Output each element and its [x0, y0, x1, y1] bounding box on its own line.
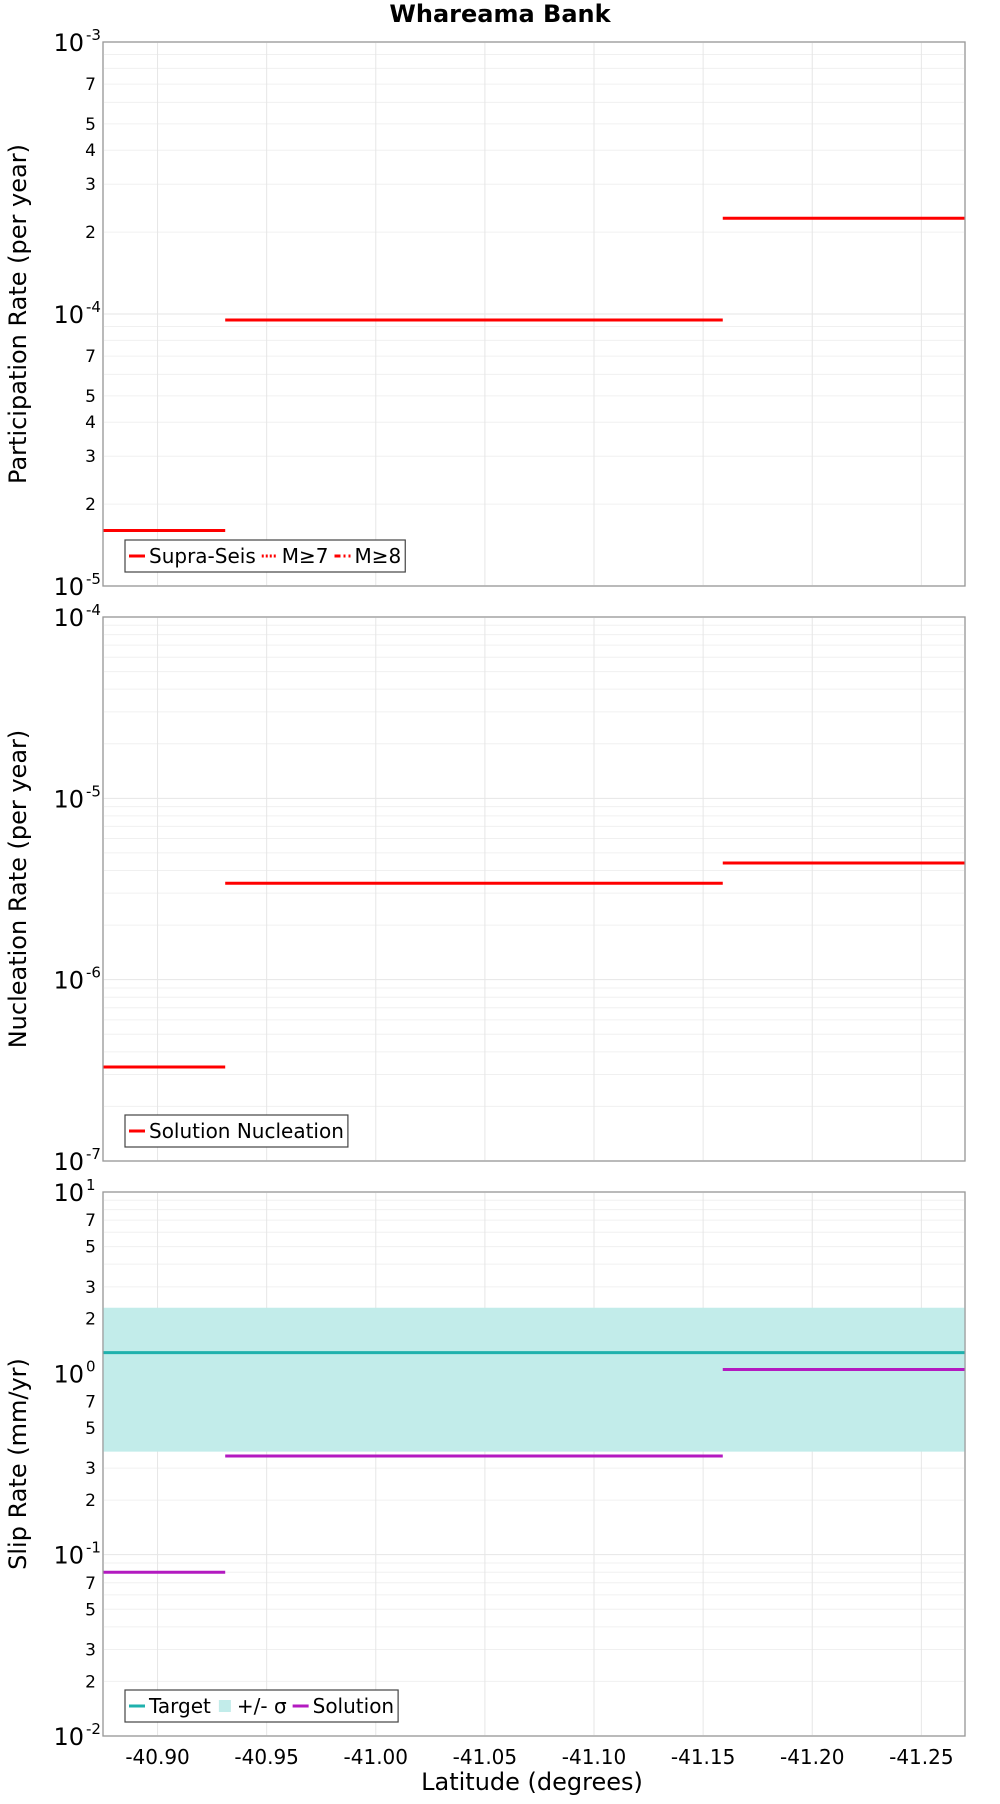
- legend-box: [124, 1114, 349, 1148]
- x-tick-label: -40.90: [125, 1745, 189, 1769]
- x-tick-label: -41.10: [562, 1745, 626, 1769]
- y-minor-tick-label: 2: [85, 495, 96, 515]
- y-tick-label: 10: [53, 573, 84, 601]
- y-minor-tick-label: 7: [85, 75, 96, 95]
- y-minor-tick-label: 4: [85, 413, 96, 433]
- legend-label: M≥7: [282, 544, 329, 568]
- legend: Solution Nucleation: [124, 1114, 349, 1148]
- y-tick-exponent: 1: [86, 1176, 96, 1194]
- y-minor-tick-label: 2: [85, 1491, 96, 1511]
- y-tick-label: 10: [53, 301, 84, 329]
- legend-box: [124, 1689, 399, 1723]
- y-minor-tick-label: 4: [85, 141, 96, 161]
- plot-area: [102, 1191, 966, 1737]
- y-minor-tick-label: 3: [85, 1459, 96, 1479]
- y-tick-exponent: -5: [86, 570, 101, 588]
- y-axis-title: Slip Rate (mm/yr): [4, 1358, 32, 1570]
- y-tick-label: 10: [53, 604, 84, 632]
- y-tick-exponent: -6: [86, 964, 101, 982]
- x-tick-label: -41.25: [889, 1745, 953, 1769]
- y-axis-title: Nucleation Rate (per year): [4, 730, 32, 1049]
- y-minor-tick-label: 5: [85, 1419, 96, 1439]
- y-tick-exponent: -4: [86, 298, 101, 316]
- y-minor-tick-label: 3: [85, 1278, 96, 1298]
- y-minor-tick-label: 3: [85, 447, 96, 467]
- plot-area: [102, 616, 966, 1162]
- y-tick-label: 10: [53, 1179, 84, 1207]
- legend: Target +/- σ Solution: [124, 1689, 399, 1723]
- plot-border: [102, 1191, 966, 1737]
- legend-label: +/- σ: [237, 1694, 287, 1718]
- y-tick-exponent: -2: [86, 1720, 101, 1738]
- x-axis-title: Latitude (degrees): [421, 1768, 643, 1796]
- y-minor-tick-label: 7: [85, 1211, 96, 1231]
- y-minor-tick-label: 5: [85, 1600, 96, 1620]
- chart-title: Whareama Bank: [389, 0, 611, 28]
- y-minor-tick-label: 5: [85, 387, 96, 407]
- y-axis-title: Participation Rate (per year): [4, 144, 32, 484]
- legend: Supra-Seis M≥7 M≥8: [124, 539, 406, 573]
- y-minor-tick-label: 3: [85, 175, 96, 195]
- y-tick-label: 10: [53, 785, 84, 813]
- legend-label: Target: [148, 1694, 211, 1718]
- x-tick-label: -41.15: [671, 1745, 735, 1769]
- legend-box: [124, 539, 406, 573]
- legend-label: Solution: [313, 1694, 394, 1718]
- y-minor-tick-label: 7: [85, 1574, 96, 1594]
- y-tick-label: 10: [53, 1723, 84, 1751]
- y-minor-tick-label: 5: [85, 115, 96, 135]
- legend-swatch: [218, 1700, 231, 1712]
- y-minor-tick-label: 7: [85, 1392, 96, 1412]
- y-tick-label: 10: [53, 1360, 84, 1388]
- y-tick-exponent: -7: [86, 1145, 101, 1163]
- x-tick-label: -41.00: [344, 1745, 408, 1769]
- y-tick-exponent: -1: [86, 1539, 101, 1557]
- y-minor-tick-label: 3: [85, 1640, 96, 1660]
- x-tick-label: -41.05: [453, 1745, 517, 1769]
- plot-border: [102, 41, 966, 587]
- legend-label: Solution Nucleation: [149, 1119, 344, 1143]
- y-tick-label: 10: [53, 1148, 84, 1176]
- x-tick-label: -41.20: [780, 1745, 844, 1769]
- y-minor-tick-label: 2: [85, 1672, 96, 1692]
- y-tick-exponent: 0: [86, 1357, 96, 1375]
- plot-border: [102, 616, 966, 1162]
- y-minor-tick-label: 7: [85, 347, 96, 367]
- y-tick-exponent: -4: [86, 601, 101, 619]
- y-tick-exponent: -5: [86, 782, 101, 800]
- legend-label: Supra-Seis: [149, 544, 256, 568]
- sigma-band: [103, 1307, 965, 1452]
- y-tick-exponent: -3: [86, 26, 101, 44]
- y-tick-label: 10: [53, 967, 84, 995]
- legend-label: M≥8: [355, 544, 402, 568]
- y-minor-tick-label: 2: [85, 223, 96, 243]
- y-tick-label: 10: [53, 29, 84, 57]
- x-tick-label: -40.95: [234, 1745, 298, 1769]
- y-minor-tick-label: 2: [85, 1310, 96, 1330]
- y-tick-label: 10: [53, 1542, 84, 1570]
- y-minor-tick-label: 5: [85, 1238, 96, 1258]
